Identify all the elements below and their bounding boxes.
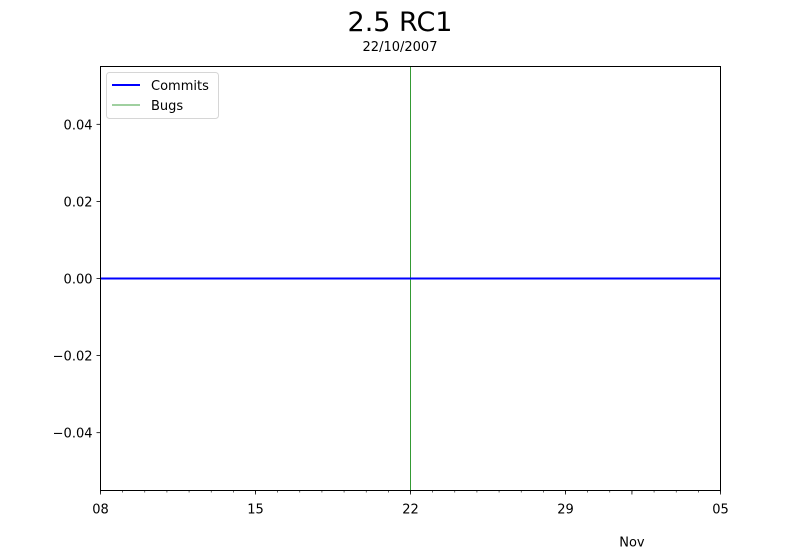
chart-subtitle: 22/10/2007	[362, 40, 438, 55]
series-layer	[100, 66, 721, 491]
y-ticks: 0.04 0.02 0.00 −0.02 −0.04	[53, 118, 101, 442]
chart-title: 2.5 RC1	[347, 7, 453, 38]
x-month-label: Nov	[619, 536, 645, 550]
y-tick-label: 0.00	[64, 273, 93, 288]
legend: Commits Bugs	[106, 72, 219, 119]
y-tick-label: −0.04	[53, 427, 93, 442]
legend-label-commits: Commits	[151, 79, 209, 94]
y-tick-label: 0.04	[64, 118, 93, 133]
legend-label-bugs: Bugs	[151, 99, 183, 114]
x-tick-label: 08	[92, 503, 109, 518]
y-tick-label: 0.02	[64, 195, 93, 210]
x-tick-label: 15	[247, 503, 264, 518]
x-tick-label: 29	[557, 503, 574, 518]
x-tick-label: 22	[402, 503, 419, 518]
axes-frame	[100, 66, 721, 491]
x-major-ticks: 08 15 22 29 05 Nov	[92, 490, 729, 550]
y-tick-label: −0.02	[53, 350, 93, 365]
x-tick-label: 05	[712, 503, 729, 518]
